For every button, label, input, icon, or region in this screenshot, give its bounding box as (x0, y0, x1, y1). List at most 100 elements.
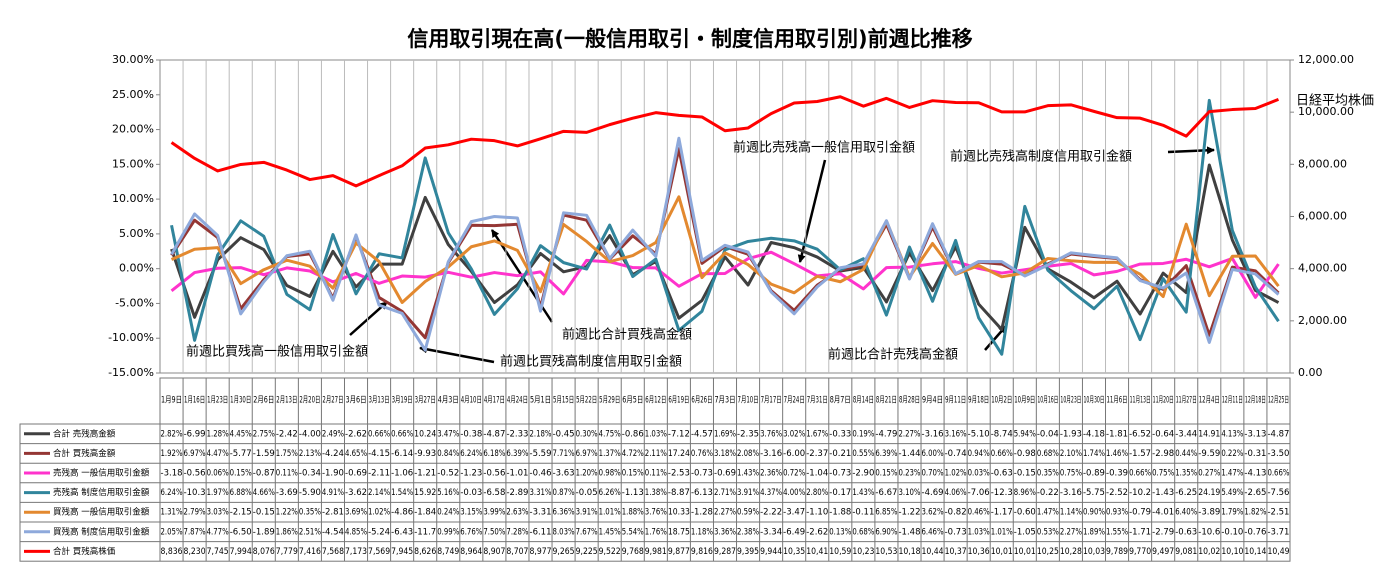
table-cell: -3.71 (1267, 527, 1289, 537)
table-cell: 1.45% (599, 527, 621, 537)
table-cell: -0.33 (829, 429, 851, 439)
legend-label: 買残高 制度信用取引金額 (53, 526, 150, 537)
table-cell: 9,395 (737, 547, 759, 557)
table-cell: -3.16 (922, 429, 944, 439)
table-cell: -3.62 (345, 488, 367, 498)
table-cell: -1.59 (253, 449, 275, 459)
table-cell: -6.50 (230, 527, 252, 537)
table-cell: 0.66% (368, 429, 390, 439)
table-cell: 1.43% (852, 488, 874, 498)
table-cell: 4.45% (230, 429, 252, 439)
table-cell: 2.08% (737, 449, 759, 459)
table-cell: -6.67 (875, 488, 897, 498)
table-cell: 4.13% (1221, 429, 1243, 439)
table-cell: 7.50% (483, 527, 505, 537)
table-cell: 0.15% (230, 469, 252, 479)
table-cell: 8.03% (553, 527, 575, 537)
table-cell: 9,287 (714, 547, 736, 557)
table-cell: -0.89 (1083, 469, 1105, 479)
series-line (170, 95, 1280, 188)
y-tick-label: 10.00% (112, 192, 154, 205)
table-cell: -3.89 (1198, 508, 1220, 518)
table-cell: 8,836 (161, 547, 183, 557)
table-cell: -1.04 (806, 469, 828, 479)
table-cell: 5.49% (1221, 488, 1243, 498)
table-cell: 1.38% (645, 488, 667, 498)
table-cell: 3.15% (460, 508, 482, 518)
table-cell: 10,03 (1083, 547, 1105, 557)
table-cell: 3.16% (945, 429, 967, 439)
y-tick-label: -5.00% (115, 296, 154, 309)
table-cell: 1.86% (276, 527, 298, 537)
annotation: 前週比買残高制度信用取引金額 (500, 354, 682, 370)
table-cell: -0.73 (945, 527, 967, 537)
table-cell: 10,41 (806, 547, 828, 557)
table-cell: 5.94% (1014, 429, 1036, 439)
table-cell: 0.19% (852, 429, 874, 439)
table-cell: -0.87 (253, 469, 275, 479)
category-label: 4月24日 (507, 396, 528, 406)
table-cell: 7,945 (391, 547, 413, 557)
y-tick-label: 20.00% (112, 123, 154, 136)
table-cell: 10.24 (414, 429, 436, 439)
table-cell: -4.24 (322, 449, 344, 459)
table-cell: 1.43% (737, 469, 759, 479)
table-cell: 0.93% (1106, 508, 1128, 518)
table-cell: -7.56 (1267, 488, 1289, 498)
table-cell: 6.24% (460, 449, 482, 459)
table-cell: 0.15% (622, 469, 644, 479)
table-cell: -3.34 (760, 527, 782, 537)
table-cell: 9,768 (622, 547, 644, 557)
category-label: 8月28日 (899, 396, 920, 406)
y2-tick-label: 6,000.00 (1298, 210, 1347, 223)
table-cell: 2.18% (529, 429, 551, 439)
table-cell: 10,14 (1244, 547, 1266, 557)
table-cell: 1.31% (161, 508, 183, 518)
table-cell: 8,626 (414, 547, 436, 557)
table-cell: -2.52 (1106, 488, 1128, 498)
table-cell: 15.92 (414, 488, 436, 498)
table-cell: -0.03 (460, 488, 482, 498)
table-cell: 2.49% (322, 429, 344, 439)
annotation: 前週比合計買残高金額 (562, 327, 692, 343)
table-cell: 4.37% (760, 488, 782, 498)
table-cell: 10,01 (991, 547, 1013, 557)
table-cell: 1.92% (161, 449, 183, 459)
table-cell: 8.96% (1014, 488, 1036, 498)
table-cell: -11.7 (414, 527, 436, 537)
table-cell: 0.46% (968, 508, 990, 518)
table-cell: -2.81 (322, 508, 344, 518)
table-cell: 1.37% (599, 449, 621, 459)
table-cell: 0.75% (1152, 469, 1174, 479)
table-cell: -0.82 (945, 508, 967, 518)
table-cell: 7.67% (576, 527, 598, 537)
table-cell: 0.03% (968, 469, 990, 479)
table-cell: 4.85% (345, 527, 367, 537)
table-cell: -8.87 (668, 488, 690, 498)
category-label: 12月25日 (1268, 396, 1289, 406)
table-cell: -5.90 (299, 488, 321, 498)
table-cell: 3.02% (783, 429, 805, 439)
table-cell: 2.63% (506, 508, 528, 518)
table-cell: -1.01 (506, 469, 528, 479)
table-cell: 10,18 (898, 547, 920, 557)
table-cell: 10,10 (1221, 547, 1243, 557)
category-label: 10月23日 (1060, 396, 1081, 406)
category-label: 11月20日 (1153, 396, 1174, 406)
table-cell: -0.69 (345, 469, 367, 479)
table-cell: -0.31 (1244, 449, 1266, 459)
data-table: 1月9日 1月16日 1月23日 1月30日 2月6日 2月13日 2月20日 2月27日 3月… (19, 377, 1291, 562)
table-cell: 2.14% (368, 488, 390, 498)
table-cell: 6.40% (1175, 508, 1197, 518)
table-cell: -2.42 (276, 429, 298, 439)
table-cell: -2.62 (806, 527, 828, 537)
table-cell: 7,994 (230, 547, 252, 557)
chart-title: 信用取引現在高(一般信用取引・制度信用取引別)前週比推移 (407, 27, 972, 51)
table-cell: -2.79 (1152, 527, 1174, 537)
table-cell: -6.25 (1175, 488, 1197, 498)
table-cell: -0.73 (691, 469, 713, 479)
series-line (170, 195, 1280, 304)
table-cell: -6.00 (783, 449, 805, 459)
category-label: 1月16日 (184, 396, 205, 406)
